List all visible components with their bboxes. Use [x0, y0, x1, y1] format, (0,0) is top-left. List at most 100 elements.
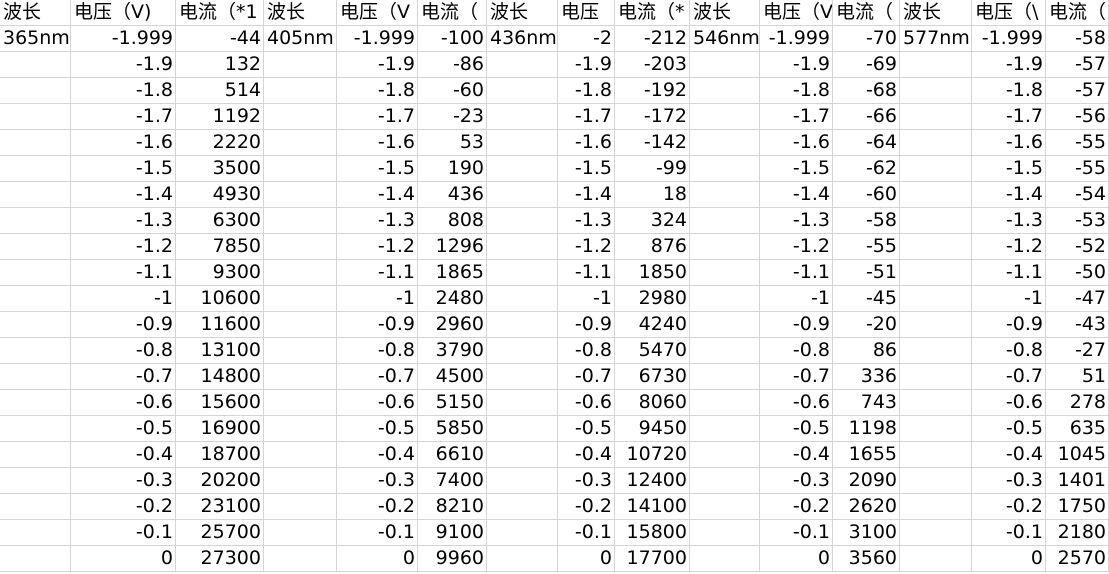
- table-cell[interactable]: [690, 546, 760, 572]
- table-cell[interactable]: -62: [833, 156, 900, 182]
- table-cell[interactable]: [487, 130, 558, 156]
- table-cell[interactable]: [900, 182, 972, 208]
- table-cell[interactable]: 15800: [615, 520, 690, 546]
- table-cell[interactable]: -1.7: [71, 104, 176, 130]
- header-cell[interactable]: 电压（V: [337, 0, 418, 26]
- table-cell[interactable]: 743: [833, 390, 900, 416]
- table-cell[interactable]: [900, 208, 972, 234]
- table-cell[interactable]: 9450: [615, 416, 690, 442]
- table-cell[interactable]: [0, 156, 71, 182]
- table-cell[interactable]: 11600: [176, 312, 264, 338]
- table-cell[interactable]: [900, 234, 972, 260]
- table-cell[interactable]: -54: [1046, 182, 1109, 208]
- table-cell[interactable]: [900, 104, 972, 130]
- table-cell[interactable]: -1: [558, 286, 615, 312]
- table-cell[interactable]: -1: [760, 286, 833, 312]
- table-cell[interactable]: 4500: [418, 364, 487, 390]
- table-cell[interactable]: -1.4: [337, 182, 418, 208]
- table-cell[interactable]: -55: [1046, 130, 1109, 156]
- table-cell[interactable]: 0: [71, 546, 176, 572]
- table-cell[interactable]: -1.5: [337, 156, 418, 182]
- table-cell[interactable]: -60: [418, 78, 487, 104]
- table-cell[interactable]: 1198: [833, 416, 900, 442]
- table-cell[interactable]: -1: [71, 286, 176, 312]
- table-cell[interactable]: -0.9: [71, 312, 176, 338]
- table-cell[interactable]: 2090: [833, 468, 900, 494]
- table-cell[interactable]: -23: [418, 104, 487, 130]
- table-cell[interactable]: -0.2: [760, 494, 833, 520]
- table-cell[interactable]: -55: [833, 234, 900, 260]
- table-cell[interactable]: 20200: [176, 468, 264, 494]
- table-cell[interactable]: -66: [833, 104, 900, 130]
- table-cell[interactable]: [900, 130, 972, 156]
- table-cell[interactable]: 336: [833, 364, 900, 390]
- table-cell[interactable]: -1.8: [71, 78, 176, 104]
- table-cell[interactable]: -0.2: [71, 494, 176, 520]
- table-cell[interactable]: -1.6: [760, 130, 833, 156]
- table-cell[interactable]: -58: [833, 208, 900, 234]
- table-cell[interactable]: 25700: [176, 520, 264, 546]
- table-cell[interactable]: 1750: [1046, 494, 1109, 520]
- table-cell[interactable]: [487, 208, 558, 234]
- table-cell[interactable]: -1.9: [558, 52, 615, 78]
- table-cell[interactable]: -0.1: [337, 520, 418, 546]
- table-cell[interactable]: -172: [615, 104, 690, 130]
- table-cell[interactable]: 9300: [176, 260, 264, 286]
- table-cell[interactable]: -1.9: [760, 52, 833, 78]
- table-cell[interactable]: [690, 208, 760, 234]
- table-cell[interactable]: [264, 156, 337, 182]
- table-cell[interactable]: 2220: [176, 130, 264, 156]
- table-cell[interactable]: [900, 546, 972, 572]
- table-cell[interactable]: 0: [972, 546, 1046, 572]
- table-cell[interactable]: -0.7: [760, 364, 833, 390]
- table-cell[interactable]: [0, 442, 71, 468]
- table-cell[interactable]: [690, 468, 760, 494]
- table-cell[interactable]: [264, 208, 337, 234]
- header-cell[interactable]: 电流（*1: [176, 0, 264, 26]
- table-cell[interactable]: -0.6: [337, 390, 418, 416]
- table-cell[interactable]: 405nm: [264, 26, 337, 52]
- table-cell[interactable]: 3790: [418, 338, 487, 364]
- table-cell[interactable]: -0.4: [972, 442, 1046, 468]
- table-cell[interactable]: -0.1: [760, 520, 833, 546]
- table-cell[interactable]: 16900: [176, 416, 264, 442]
- header-cell[interactable]: 电压（V: [760, 0, 833, 26]
- table-cell[interactable]: [0, 416, 71, 442]
- table-cell[interactable]: [690, 78, 760, 104]
- table-cell[interactable]: [487, 286, 558, 312]
- table-cell[interactable]: 3560: [833, 546, 900, 572]
- header-cell[interactable]: 电流（: [833, 0, 900, 26]
- table-cell[interactable]: 6300: [176, 208, 264, 234]
- table-cell[interactable]: 0: [558, 546, 615, 572]
- table-cell[interactable]: [264, 546, 337, 572]
- table-cell[interactable]: 14800: [176, 364, 264, 390]
- table-cell[interactable]: -0.9: [972, 312, 1046, 338]
- table-cell[interactable]: 1401: [1046, 468, 1109, 494]
- table-cell[interactable]: -55: [1046, 156, 1109, 182]
- table-cell[interactable]: [900, 494, 972, 520]
- table-cell[interactable]: -0.3: [760, 468, 833, 494]
- table-cell[interactable]: -1.1: [337, 260, 418, 286]
- table-cell[interactable]: 0: [760, 546, 833, 572]
- table-cell[interactable]: [487, 78, 558, 104]
- table-cell[interactable]: [264, 130, 337, 156]
- table-cell[interactable]: -1.7: [337, 104, 418, 130]
- table-cell[interactable]: [900, 52, 972, 78]
- table-cell[interactable]: [487, 468, 558, 494]
- table-cell[interactable]: -212: [615, 26, 690, 52]
- table-cell[interactable]: -0.8: [760, 338, 833, 364]
- table-cell[interactable]: -0.6: [972, 390, 1046, 416]
- header-cell[interactable]: 电压（\: [972, 0, 1046, 26]
- table-cell[interactable]: [690, 364, 760, 390]
- table-cell[interactable]: 190: [418, 156, 487, 182]
- table-cell[interactable]: -0.3: [71, 468, 176, 494]
- table-cell[interactable]: -0.9: [558, 312, 615, 338]
- header-cell[interactable]: 波长: [690, 0, 760, 26]
- table-cell[interactable]: -43: [1046, 312, 1109, 338]
- table-cell[interactable]: -1.999: [337, 26, 418, 52]
- table-cell[interactable]: 2980: [615, 286, 690, 312]
- table-cell[interactable]: -0.4: [71, 442, 176, 468]
- table-cell[interactable]: -0.7: [71, 364, 176, 390]
- table-cell[interactable]: -0.5: [337, 416, 418, 442]
- table-cell[interactable]: -1.1: [760, 260, 833, 286]
